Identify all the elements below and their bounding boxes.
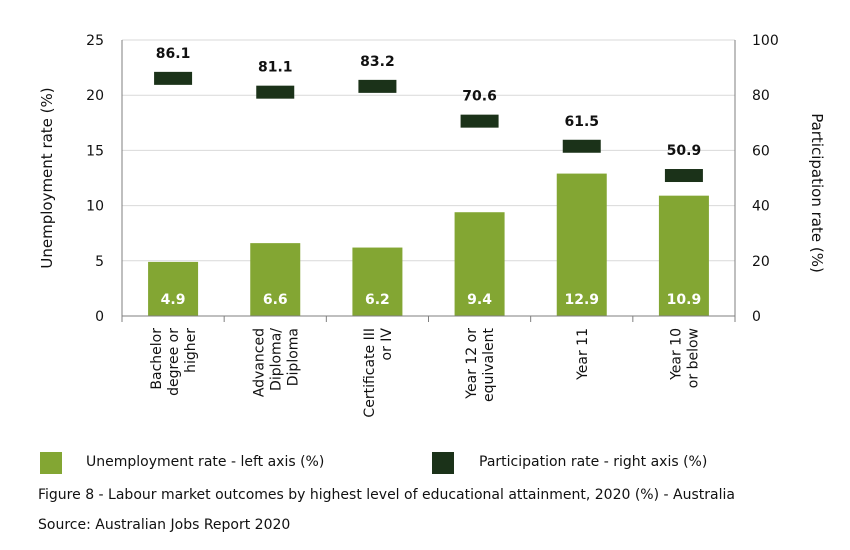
y2-tick-label: 0: [752, 309, 761, 325]
figure-caption: Figure 8 - Labour market outcomes by hig…: [38, 487, 735, 503]
gridlines: [122, 39, 735, 262]
chart: 0 5 10 15 20 25 0 20 40 60 80 100 4.9 6.6 6.2 9.4 12.9 10…: [38, 33, 826, 418]
legend-swatch-participation: [432, 452, 454, 474]
y2-tick-label: 80: [752, 88, 770, 104]
x-tick-label: AdvancedDiploma/Diploma: [251, 328, 301, 397]
y2-axis-title: Participation rate (%): [808, 113, 826, 273]
y-tick-label: 0: [95, 309, 104, 325]
y2-tick-label: 100: [752, 33, 779, 49]
y-tick-label: 10: [86, 199, 104, 215]
y-tick-label: 15: [86, 143, 104, 159]
participation-marker: [358, 79, 397, 93]
participation-marker: [664, 169, 703, 183]
bar-value-label: 4.9: [161, 292, 186, 308]
participation-marker: [154, 71, 193, 85]
y-axis-title: Unemployment rate (%): [38, 87, 56, 268]
x-tick-label: Year 11: [575, 328, 591, 381]
axes: [121, 40, 736, 322]
marker-value-label: 70.6: [462, 89, 497, 105]
bar: [352, 247, 403, 316]
x-tick-label: Year 12 orequivalent: [464, 327, 497, 402]
bars: [148, 173, 709, 316]
bar-value-label: 6.6: [263, 292, 288, 308]
y-tick-label: 25: [86, 33, 104, 49]
y-tick-label: 20: [86, 88, 104, 104]
y-tick-label: 5: [95, 254, 104, 270]
bar-value-label: 9.4: [467, 292, 492, 308]
marker-value-label: 83.2: [360, 54, 395, 70]
source-note: Source: Australian Jobs Report 2020: [38, 517, 291, 533]
labels: 0 5 10 15 20 25 0 20 40 60 80 100 4.9 6.6 6.2 9.4 12.9 10…: [38, 33, 826, 418]
x-tick-label: Bachelordegree orhigher: [149, 328, 199, 396]
bar-value-label: 12.9: [564, 292, 599, 308]
legend-label-participation: Participation rate - right axis (%): [479, 454, 708, 470]
bar: [148, 261, 199, 316]
y2-tick-label: 40: [752, 199, 770, 215]
participation-marker: [256, 85, 295, 99]
x-tick-label: Year 10or below: [668, 328, 701, 388]
participation-marker: [460, 114, 499, 128]
x-tick-label: Certificate IIIor IV: [362, 328, 395, 418]
y2-tick-label: 60: [752, 143, 770, 159]
legend-label-unemployment: Unemployment rate - left axis (%): [86, 454, 325, 470]
bar: [454, 212, 505, 316]
bar: [250, 243, 301, 316]
marker-value-label: 61.5: [564, 114, 599, 130]
bar: [556, 173, 607, 316]
marker-value-label: 50.9: [667, 143, 702, 159]
bar-value-label: 10.9: [667, 292, 702, 308]
y2-tick-label: 20: [752, 254, 770, 270]
participation-marker: [562, 139, 601, 153]
markers: [154, 71, 703, 183]
bar: [658, 195, 709, 316]
marker-value-label: 81.1: [258, 60, 293, 76]
bar-value-label: 6.2: [365, 292, 390, 308]
legend-swatch-unemployment: [40, 452, 62, 474]
marker-value-label: 86.1: [156, 46, 191, 62]
